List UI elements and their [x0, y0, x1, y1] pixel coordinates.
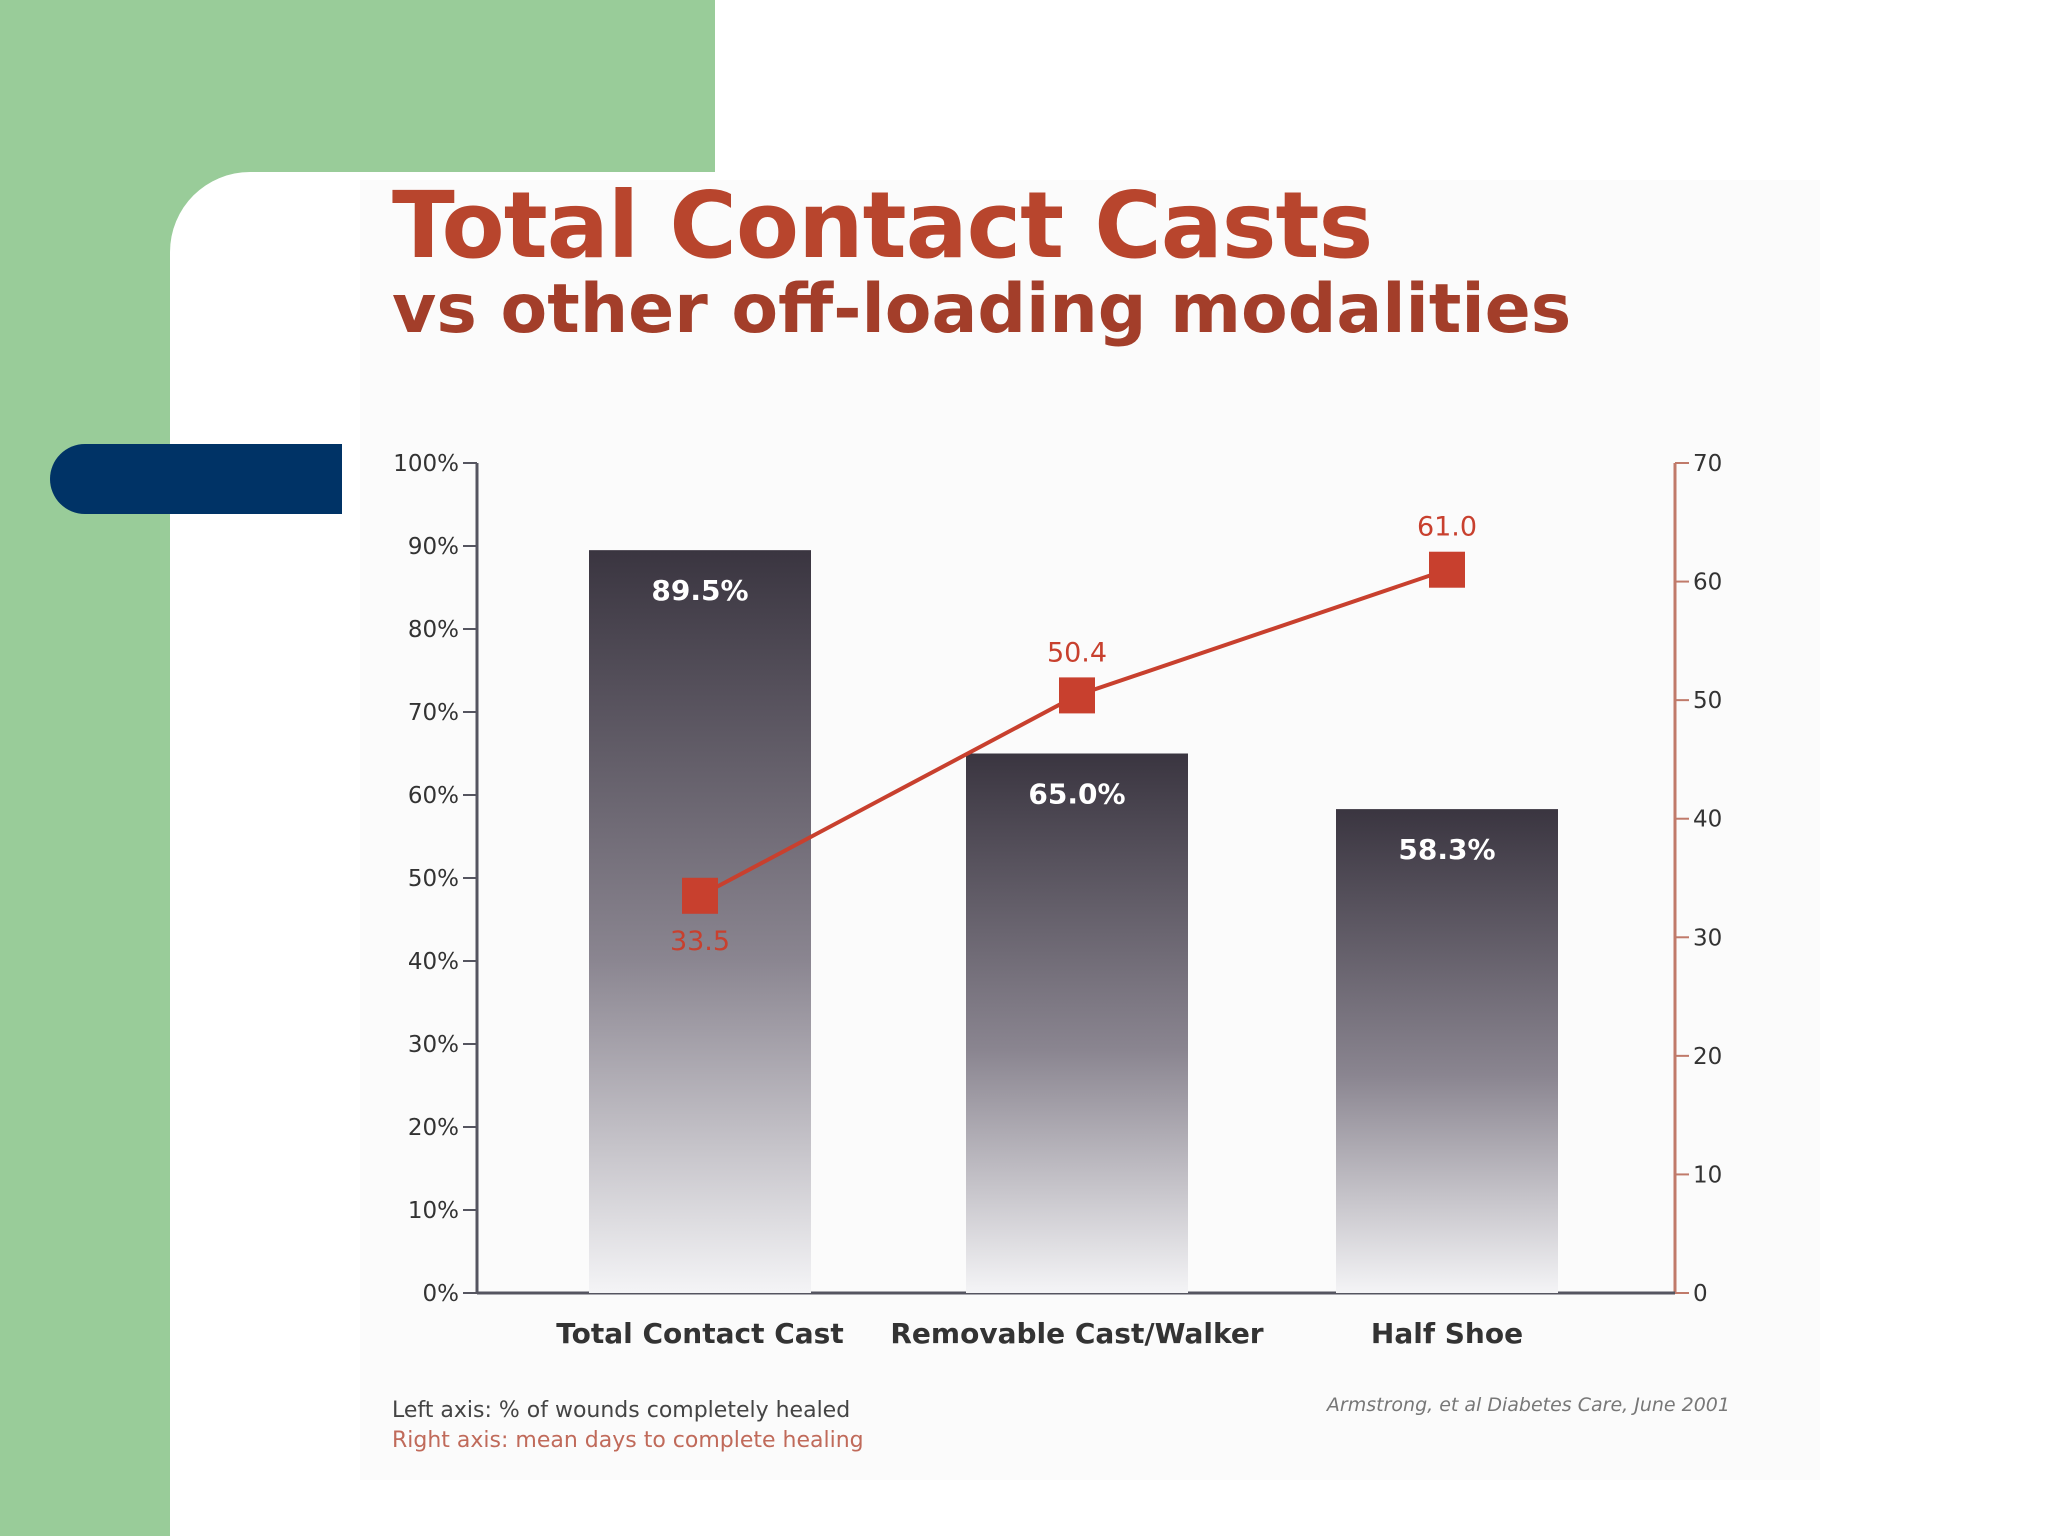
line-value-label: 61.0: [1417, 512, 1477, 543]
bar: [1336, 809, 1558, 1293]
category-label: Total Contact Cast: [556, 1317, 843, 1350]
left-axis-tick-label: 10%: [408, 1198, 459, 1224]
right-axis-tick-label: 40: [1693, 807, 1722, 833]
left-axis-footnote: Left axis: % of wounds completely healed: [392, 1398, 851, 1423]
bar: [966, 753, 1188, 1293]
line-point-marker: [682, 877, 718, 914]
category-label: Half Shoe: [1371, 1317, 1523, 1350]
right-axis-footnote: Right axis: mean days to complete healin…: [392, 1428, 864, 1453]
citation: Armstrong, et al Diabetes Care, June 200…: [1326, 1394, 1730, 1416]
line-point-marker: [1429, 551, 1465, 588]
line-value-label: 33.5: [670, 926, 730, 957]
right-axis-tick-label: 20: [1693, 1044, 1722, 1070]
right-axis-tick-label: 30: [1693, 925, 1722, 951]
bar: [589, 550, 811, 1293]
left-axis-tick-label: 20%: [408, 1115, 459, 1141]
green-left-block: [0, 0, 170, 1536]
right-axis-tick-label: 50: [1693, 688, 1722, 714]
right-axis-tick-label: 10: [1693, 1162, 1722, 1188]
left-axis-tick-label: 80%: [408, 617, 459, 643]
left-axis-tick-label: 50%: [408, 866, 459, 892]
left-axis-tick-label: 30%: [408, 1032, 459, 1058]
bar-value-label: 89.5%: [651, 574, 748, 607]
left-axis-tick-label: 40%: [408, 949, 459, 975]
line-point-marker: [1059, 677, 1095, 714]
left-axis-tick-label: 0%: [423, 1281, 460, 1307]
right-axis-tick-label: 70: [1693, 451, 1722, 477]
chart-title: Total Contact Casts: [392, 172, 1373, 279]
bar-value-label: 65.0%: [1028, 778, 1125, 811]
left-axis-tick-label: 100%: [393, 451, 459, 477]
left-axis-tick-label: 70%: [408, 700, 459, 726]
chart-subtitle: vs other off-loading modalities: [392, 270, 1572, 349]
right-axis-tick-label: 0: [1693, 1281, 1708, 1307]
navy-accent-bar: [50, 444, 342, 514]
bar-value-label: 58.3%: [1398, 833, 1495, 866]
line-value-label: 50.4: [1047, 637, 1107, 668]
category-label: Removable Cast/Walker: [890, 1317, 1263, 1350]
left-axis-tick-label: 90%: [408, 534, 459, 560]
right-axis-tick-label: 60: [1693, 570, 1722, 596]
left-axis-tick-label: 60%: [408, 783, 459, 809]
